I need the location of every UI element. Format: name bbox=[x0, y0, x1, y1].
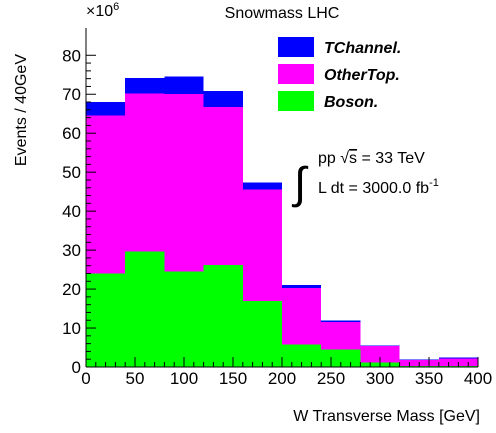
x-tick-label-50: 50 bbox=[126, 369, 145, 388]
bar-othertop-1 bbox=[125, 93, 165, 252]
legend-swatch-othertop bbox=[278, 64, 314, 84]
annotation-line-1: pp √s = 33 TeV bbox=[318, 150, 425, 167]
bar-boson-5 bbox=[282, 344, 322, 367]
legend-swatch-tchannel bbox=[278, 37, 314, 57]
legend-label-boson: Boson. bbox=[324, 94, 378, 111]
y-axis-multiplier: ×106 bbox=[86, 1, 119, 20]
x-tick-label-100: 100 bbox=[170, 369, 198, 388]
bar-boson-0 bbox=[86, 273, 126, 367]
bar-tchannel-4 bbox=[242, 182, 282, 190]
x-tick-label-200: 200 bbox=[268, 369, 296, 388]
bar-othertop-7 bbox=[360, 345, 400, 363]
x-tick-label-400: 400 bbox=[464, 369, 492, 388]
y-tick-label-40: 40 bbox=[62, 202, 81, 221]
bar-othertop-3 bbox=[203, 107, 243, 265]
axes: 0 10 20 30 40 50 60 70 80 0 50 100 150 200 250 300 350 40… bbox=[62, 28, 492, 388]
legend: TChannel. OtherTop. Boson. bbox=[278, 37, 401, 111]
chart-title: Snowmass LHC bbox=[225, 5, 340, 22]
y-tick-label-0: 0 bbox=[72, 358, 81, 377]
sqrt-sign: √ bbox=[340, 150, 349, 167]
bar-othertop-5 bbox=[282, 287, 322, 345]
bar-tchannel-3 bbox=[203, 91, 243, 108]
y-tick-label-60: 60 bbox=[62, 124, 81, 143]
x-axis-label: W Transverse Mass [GeV] bbox=[293, 408, 480, 425]
y-tick-label-80: 80 bbox=[62, 46, 81, 65]
bar-othertop-4 bbox=[242, 189, 282, 301]
legend-swatch-boson bbox=[278, 91, 314, 111]
bar-tchannel-1 bbox=[125, 77, 165, 94]
x-tick-label-150: 150 bbox=[219, 369, 247, 388]
luminosity-annotation: ∫ pp √s = 33 TeV L dt = 3000.0 fb-1 bbox=[291, 150, 439, 208]
x-tick-label-350: 350 bbox=[415, 369, 443, 388]
y-axis-label: Events / 40GeV bbox=[13, 54, 30, 166]
bar-boson-4 bbox=[242, 300, 282, 367]
x-tick-label-250: 250 bbox=[317, 369, 345, 388]
y-multiplier-exponent: 6 bbox=[113, 1, 119, 13]
bar-othertop-0 bbox=[86, 115, 126, 274]
bar-boson-1 bbox=[125, 251, 165, 367]
bar-othertop-6 bbox=[321, 322, 361, 350]
annotation-prefix: pp bbox=[318, 150, 340, 167]
x-tick-label-0: 0 bbox=[81, 369, 90, 388]
y-tick-label-30: 30 bbox=[62, 241, 81, 260]
y-multiplier-base: ×10 bbox=[86, 3, 113, 20]
y-tick-label-50: 50 bbox=[62, 163, 81, 182]
y-tick-label-20: 20 bbox=[62, 280, 81, 299]
bar-tchannel-2 bbox=[164, 76, 204, 95]
bar-tchannel-9 bbox=[438, 357, 478, 359]
bar-tchannel-0 bbox=[86, 102, 126, 116]
histogram-bars bbox=[86, 76, 478, 367]
bar-boson-3 bbox=[203, 264, 243, 367]
energy-text: = 33 TeV bbox=[357, 150, 425, 167]
legend-label-othertop: OtherTop. bbox=[324, 67, 400, 84]
luminosity-exponent: -1 bbox=[429, 177, 439, 189]
legend-label-tchannel: TChannel. bbox=[324, 40, 401, 57]
sqrt-argument: s bbox=[349, 150, 357, 167]
bar-tchannel-5 bbox=[282, 285, 322, 288]
bar-tchannel-6 bbox=[321, 320, 361, 323]
y-tick-label-10: 10 bbox=[62, 319, 81, 338]
x-tick-label-300: 300 bbox=[366, 369, 394, 388]
bar-othertop-2 bbox=[164, 94, 204, 272]
luminosity-text: L dt = 3000.0 fb bbox=[318, 180, 429, 197]
bar-boson-2 bbox=[164, 271, 204, 367]
annotation-line-2: L dt = 3000.0 fb-1 bbox=[318, 177, 439, 197]
y-tick-label-70: 70 bbox=[62, 85, 81, 104]
integral-sign: ∫ bbox=[291, 159, 309, 208]
